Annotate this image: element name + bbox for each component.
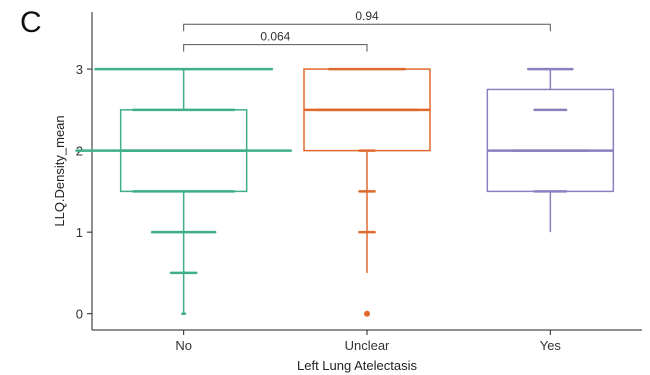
y-tick-label: 3 bbox=[76, 62, 83, 77]
y-tick-label: 1 bbox=[76, 225, 83, 240]
bracket-line bbox=[183, 23, 551, 32]
x-tick-label: No bbox=[175, 338, 192, 353]
boxes bbox=[75, 67, 615, 317]
x-tick-label: Yes bbox=[540, 338, 562, 353]
p-value-label: 0.064 bbox=[260, 30, 290, 44]
comparison-bracket: 0.064 bbox=[183, 30, 368, 52]
y-tick-label: 0 bbox=[76, 307, 83, 322]
x-axis-title: Left Lung Atelectasis bbox=[297, 358, 417, 373]
box-no bbox=[75, 67, 293, 315]
x-tick-label: Unclear bbox=[345, 338, 390, 353]
axes: 0123NoUnclearYesLeft Lung AtelectasisLLQ… bbox=[52, 12, 642, 373]
box-unclear bbox=[303, 67, 431, 317]
y-axis-title: LLQ.Density_mean bbox=[52, 115, 67, 226]
comparison-brackets: 0.064 0.94 bbox=[183, 9, 551, 52]
comparison-bracket: 0.94 bbox=[183, 9, 551, 32]
panel-letter: C bbox=[20, 6, 42, 39]
box-yes bbox=[486, 67, 615, 233]
box-body bbox=[486, 88, 615, 193]
bracket-line bbox=[183, 44, 368, 52]
outlier-point bbox=[364, 310, 370, 317]
p-value-label: 0.94 bbox=[355, 9, 379, 23]
